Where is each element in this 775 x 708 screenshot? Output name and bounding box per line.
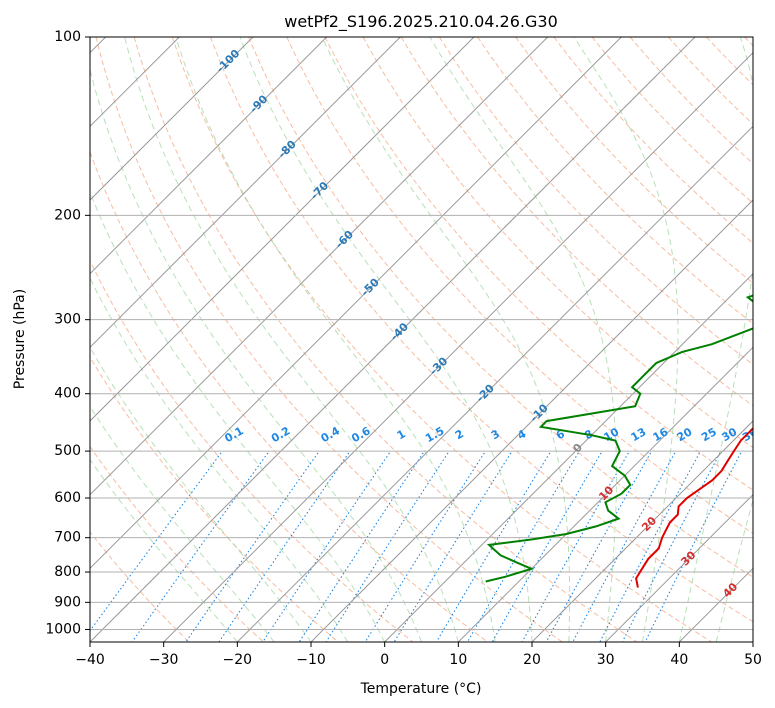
isotherm-line <box>90 37 696 642</box>
isotherm-line <box>531 420 753 642</box>
dry-adiabat-line <box>90 356 339 642</box>
dry-adiabat-line <box>438 37 753 366</box>
y-tick-label: 100 <box>54 29 81 45</box>
y-axis-label: Pressure (hPa) <box>12 289 28 389</box>
moist-adiabat-line <box>239 37 533 642</box>
dry-adiabat-line <box>133 37 638 642</box>
dry-adiabat-line <box>286 37 753 534</box>
mixing-ratio-line <box>644 452 742 642</box>
moist-adiabat-line <box>715 498 753 642</box>
isotherm-line <box>90 37 401 349</box>
x-tick-label: −30 <box>149 652 179 668</box>
y-tick-label: 700 <box>54 530 81 546</box>
dry-adiabat-line <box>324 37 753 491</box>
moist-adiabat-line <box>90 67 422 642</box>
plot-frame <box>89 36 754 643</box>
y-tick-label: 300 <box>54 312 81 328</box>
y-tick-label: 200 <box>54 207 81 223</box>
moist-adiabat-line <box>90 405 275 642</box>
isotherm-line <box>90 37 549 496</box>
y-tick-label: 500 <box>54 443 81 459</box>
dry-adiabat-line <box>629 37 753 165</box>
dry-adiabat-line <box>210 37 753 623</box>
mixing-ratio-line <box>393 452 512 642</box>
y-tick-label: 600 <box>54 490 81 506</box>
dry-adiabat-line <box>400 37 753 407</box>
isotherm-line <box>384 272 753 642</box>
x-tick-label: 20 <box>523 652 541 668</box>
dry-adiabat-line <box>171 37 712 642</box>
mixing-ratio-line <box>521 452 629 642</box>
x-tick-label: −10 <box>296 652 326 668</box>
mixing-ratio-lines <box>90 452 742 642</box>
x-tick-label: 0 <box>380 652 389 668</box>
isotherm-line <box>90 37 328 275</box>
dry-adiabat-line <box>515 37 753 284</box>
mixing-ratio-line <box>467 452 579 642</box>
isotherm-lines <box>90 37 753 642</box>
x-tick-label: 50 <box>744 652 762 668</box>
dry-adiabat-line <box>95 37 563 642</box>
x-axis: −40 −30 −20 −10 0 10 20 30 40 50 <box>75 642 762 668</box>
moist-adiabat-line <box>429 37 617 642</box>
isotherm-line <box>457 346 753 642</box>
y-axis: 100 200 300 400 500 600 700 800 900 1000 <box>45 29 90 637</box>
moist-adiabat-line <box>90 458 238 642</box>
temperature-line <box>635 426 753 588</box>
pressure-gridlines <box>90 37 753 630</box>
isotherm-line <box>90 37 622 570</box>
mixing-ratio-line <box>325 452 449 642</box>
y-tick-label: 900 <box>54 594 81 610</box>
y-tick-label: 400 <box>54 386 81 402</box>
mixing-ratio-line <box>572 452 676 642</box>
x-tick-label: 40 <box>670 652 688 668</box>
isotherm-line <box>310 199 753 642</box>
isotherm-line <box>90 37 475 422</box>
moist-adiabat-line <box>175 37 496 642</box>
y-tick-label: 800 <box>54 564 81 580</box>
moist-adiabat-line <box>678 37 753 642</box>
moist-adiabat-line <box>321 37 571 642</box>
x-axis-label: Temperature (°C) <box>360 681 482 697</box>
moist-adiabat-line <box>90 190 386 642</box>
mixing-ratio-line <box>364 452 485 642</box>
dry-adiabat-line <box>90 259 414 642</box>
dewpoint-line <box>485 294 753 583</box>
isotherm-line <box>236 125 753 642</box>
isotherm-line <box>90 37 254 201</box>
moist-adiabat-line <box>90 277 349 642</box>
dry-adiabat-line <box>553 37 753 244</box>
mixing-ratio-line <box>298 452 424 642</box>
dry-adiabat-line <box>90 150 488 642</box>
x-tick-label: 30 <box>597 652 615 668</box>
y-tick-label: 1000 <box>45 621 81 637</box>
mixing-ratio-line <box>131 452 269 642</box>
mixing-ratio-line <box>435 452 551 642</box>
moist-adiabat-line <box>124 37 459 642</box>
mixing-ratio-line <box>491 452 602 642</box>
chart-title: wetPf2_S196.2025.210.04.26.G30 <box>284 12 558 32</box>
x-tick-label: −20 <box>223 652 253 668</box>
x-tick-label: −40 <box>75 652 105 668</box>
x-tick-label: 10 <box>449 652 467 668</box>
dry-adiabat-line <box>248 37 753 578</box>
moist-adiabat-line <box>573 37 679 642</box>
isotherm-line <box>605 493 753 642</box>
mixing-ratio-line <box>185 452 319 642</box>
isotherm-line <box>163 51 753 642</box>
dry-adiabat-line <box>90 445 264 642</box>
